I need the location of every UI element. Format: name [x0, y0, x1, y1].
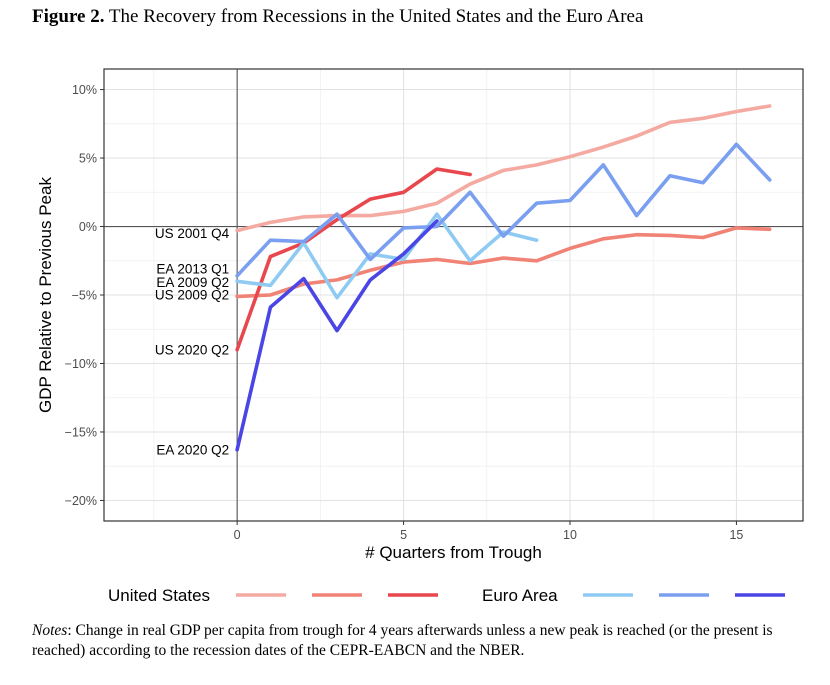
series-label: US 2020 Q2 — [155, 342, 229, 357]
series-line-3 — [235, 167, 472, 352]
series-label: EA 2009 Q2 — [156, 275, 229, 290]
series-line-4 — [235, 212, 539, 300]
series-label: US 2001 Q4 — [155, 226, 230, 241]
x-tick-label: 5 — [400, 528, 407, 542]
notes-label: Notes — [32, 622, 68, 639]
series-line-6 — [235, 219, 439, 452]
x-axis-title: # Quarters from Trough — [365, 543, 542, 562]
series-label: EA 2020 Q2 — [156, 442, 229, 457]
figure-title-text: The Recovery from Recessions in the Unit… — [108, 6, 644, 27]
series-line-5 — [235, 142, 772, 278]
y-tick-label: −10% — [65, 357, 97, 371]
y-axis-title: GDP Relative to Previous Peak — [36, 177, 55, 413]
y-tick-label: 5% — [79, 152, 97, 166]
x-tick-label: 0 — [234, 528, 241, 542]
series-line-1 — [235, 104, 772, 233]
x-tick-label: 15 — [729, 528, 743, 542]
series-label: EA 2013 Q1 — [156, 261, 229, 276]
legend-title: United States — [108, 586, 210, 605]
y-tick-label: −5% — [72, 289, 97, 303]
y-tick-label: 10% — [72, 83, 97, 97]
figure-notes: Notes: Change in real GDP per capita fro… — [32, 621, 802, 661]
figure-label: Figure 2. — [32, 6, 105, 27]
y-tick-label: −15% — [65, 425, 97, 439]
figure-title: Figure 2. The Recovery from Recessions i… — [32, 6, 643, 28]
notes-text: : Change in real GDP per capita from tro… — [32, 622, 773, 659]
y-tick-label: −20% — [65, 494, 97, 508]
series-label: US 2009 Q2 — [155, 288, 229, 303]
y-tick-label: 0% — [79, 220, 97, 234]
x-tick-label: 10 — [563, 528, 577, 542]
legend-title: Euro Area — [482, 586, 558, 605]
